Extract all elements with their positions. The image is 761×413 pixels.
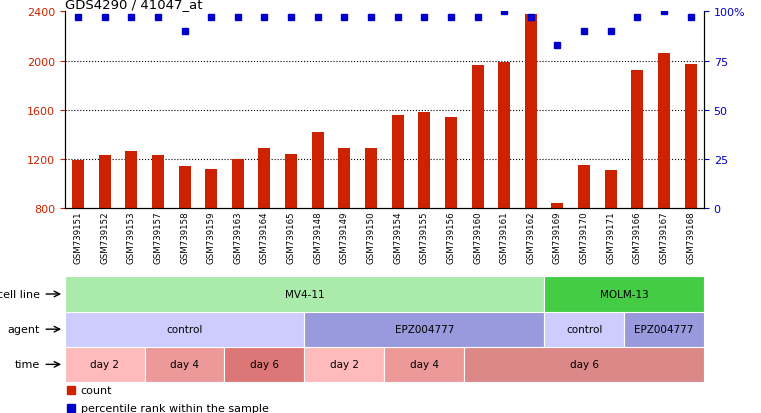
Bar	[365, 149, 377, 306]
Bar	[65, 347, 145, 382]
Bar	[658, 54, 670, 306]
Text: day 4: day 4	[409, 359, 439, 370]
Bar	[224, 347, 304, 382]
Text: GSM739154: GSM739154	[393, 211, 402, 263]
Bar	[339, 149, 350, 306]
Text: GSM739156: GSM739156	[447, 211, 455, 263]
Text: GSM739168: GSM739168	[686, 211, 695, 263]
Bar	[685, 65, 696, 306]
Text: GSM739165: GSM739165	[287, 211, 295, 263]
Text: day 6: day 6	[250, 359, 279, 370]
Text: GSM739158: GSM739158	[180, 211, 189, 263]
Bar	[259, 149, 270, 306]
Text: time: time	[15, 359, 40, 370]
Text: day 4: day 4	[170, 359, 199, 370]
Bar	[285, 154, 297, 306]
Bar	[304, 312, 544, 347]
Bar	[445, 118, 457, 306]
Bar	[65, 277, 544, 312]
Text: GSM739170: GSM739170	[580, 211, 588, 263]
Text: control: control	[167, 324, 202, 335]
Text: day 2: day 2	[330, 359, 359, 370]
Bar	[624, 312, 704, 347]
Text: GSM739151: GSM739151	[74, 211, 82, 263]
Text: MOLM-13: MOLM-13	[600, 289, 648, 299]
Text: EPZ004777: EPZ004777	[634, 324, 694, 335]
Bar	[578, 166, 590, 306]
Text: GDS4290 / 41047_at: GDS4290 / 41047_at	[65, 0, 202, 11]
Text: cell line: cell line	[0, 289, 40, 299]
Text: GSM739148: GSM739148	[314, 211, 322, 263]
Text: control: control	[566, 324, 602, 335]
Text: day 2: day 2	[90, 359, 119, 370]
Bar	[384, 347, 464, 382]
Bar	[304, 347, 384, 382]
Text: GSM739152: GSM739152	[100, 211, 109, 263]
Text: GSM739162: GSM739162	[527, 211, 535, 263]
Bar	[632, 71, 643, 306]
Text: GSM739159: GSM739159	[207, 211, 215, 263]
Text: GSM739160: GSM739160	[473, 211, 482, 263]
Bar	[464, 347, 704, 382]
Bar	[312, 133, 323, 306]
Text: GSM739149: GSM739149	[340, 211, 349, 263]
Text: GSM739155: GSM739155	[420, 211, 428, 263]
Bar	[152, 155, 164, 306]
Bar	[205, 169, 217, 306]
Text: agent: agent	[8, 324, 40, 335]
Bar	[65, 312, 304, 347]
Bar	[605, 171, 616, 306]
Bar	[544, 277, 704, 312]
Text: GSM739171: GSM739171	[607, 211, 615, 263]
Text: GSM739169: GSM739169	[553, 211, 562, 263]
Bar	[472, 66, 483, 306]
Text: GSM739164: GSM739164	[260, 211, 269, 263]
Text: count: count	[81, 385, 112, 395]
Bar	[552, 204, 563, 306]
Bar	[544, 312, 624, 347]
Bar	[126, 152, 137, 306]
Text: GSM739153: GSM739153	[127, 211, 135, 263]
Text: GSM739157: GSM739157	[154, 211, 162, 263]
Text: GSM739161: GSM739161	[500, 211, 508, 263]
Bar	[525, 15, 537, 306]
Bar	[232, 159, 244, 306]
Text: day 6: day 6	[569, 359, 599, 370]
Text: GSM739163: GSM739163	[234, 211, 242, 263]
Bar	[498, 63, 510, 306]
Text: percentile rank within the sample: percentile rank within the sample	[81, 404, 269, 413]
Bar	[419, 113, 430, 306]
Text: GSM739166: GSM739166	[633, 211, 642, 263]
Text: GSM739167: GSM739167	[660, 211, 668, 263]
Bar	[392, 115, 403, 306]
Bar	[145, 347, 224, 382]
Bar	[72, 161, 84, 306]
Text: EPZ004777: EPZ004777	[394, 324, 454, 335]
Text: GSM739150: GSM739150	[367, 211, 375, 263]
Text: MV4-11: MV4-11	[285, 289, 324, 299]
Bar	[179, 167, 190, 306]
Bar	[99, 156, 110, 306]
